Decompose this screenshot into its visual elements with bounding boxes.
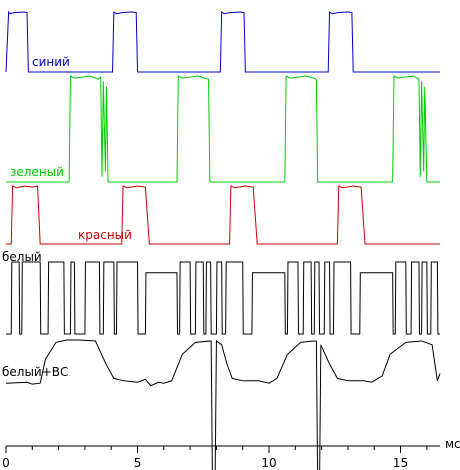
tick-label-0: 0 [2, 456, 10, 470]
series-line-0 [5, 10, 440, 73]
series-line-4 [5, 339, 441, 470]
series-line-2 [6, 185, 440, 245]
x-axis-unit-label: мс [445, 437, 460, 451]
series-label-3: белый [2, 250, 42, 264]
tick-label-15: 15 [393, 456, 408, 470]
series-layer: синий зеленый красный белый белый+ВС [2, 10, 441, 470]
tick-label-10: 10 [261, 456, 276, 470]
series-label-2: красный [78, 228, 132, 242]
tick-label-5: 5 [134, 456, 142, 470]
series-line-3 [6, 261, 440, 335]
series-label-0: синий [32, 55, 70, 69]
series-label-4: белый+ВС [2, 365, 68, 379]
x-ticks: 0 5 10 15 [2, 446, 428, 470]
series-label-1: зеленый [10, 165, 64, 179]
series-line-1 [6, 75, 440, 183]
